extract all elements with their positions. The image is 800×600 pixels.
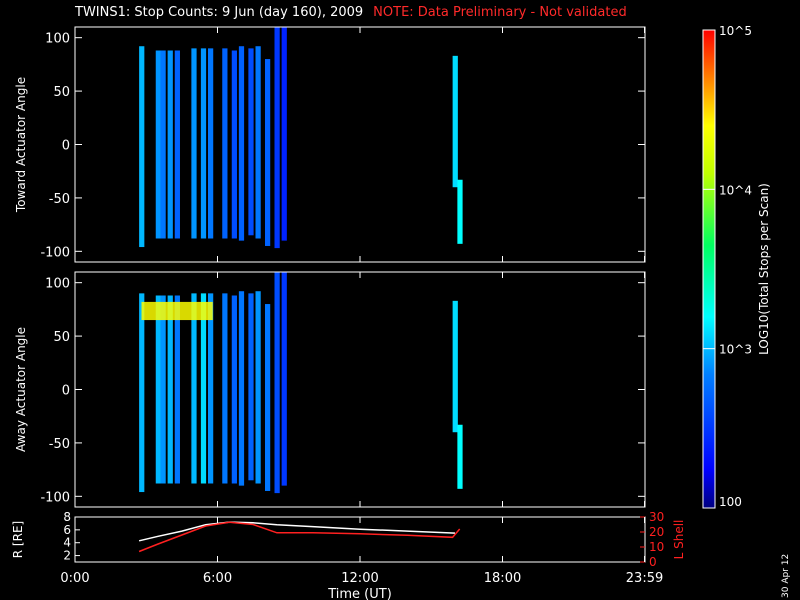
heatmap-scan-column bbox=[231, 295, 237, 484]
y2-tick-label: 20 bbox=[649, 525, 664, 539]
heatmap-scan-column bbox=[160, 50, 166, 239]
x-tick-label: 0:00 bbox=[60, 571, 89, 586]
y-tick-label: 100 bbox=[45, 32, 70, 47]
heatmap-scan-column bbox=[191, 293, 197, 484]
heatmap-scan-column bbox=[139, 293, 145, 493]
heatmap-scan-column bbox=[238, 291, 245, 486]
heatmap-scan-column bbox=[208, 293, 214, 484]
heatmap-scan-column bbox=[155, 295, 161, 484]
heatmap-scan-column bbox=[167, 295, 173, 484]
heatmap-scan-column bbox=[452, 55, 458, 188]
colorbar: 10^5 10^4 10^3 100 LOG10(Total Stops per Sca… bbox=[702, 24, 771, 509]
series-line bbox=[138, 521, 456, 542]
heatmap-scan-column bbox=[281, 27, 287, 241]
y-axis-label: Away Actuator Angle bbox=[14, 327, 28, 452]
preliminary-note: NOTE: Data Preliminary - Not validated bbox=[373, 5, 627, 20]
y-tick-label: 4 bbox=[63, 536, 71, 550]
heatmap-scan-column bbox=[139, 46, 145, 248]
heatmap-scan-column bbox=[160, 295, 166, 484]
colorbar-tick-label: 100 bbox=[719, 495, 742, 509]
panel-frame bbox=[74, 516, 646, 563]
heatmap-scan-column bbox=[457, 179, 463, 244]
heatmap-scan-column bbox=[452, 300, 458, 433]
y-axis-label: Toward Actuator Angle bbox=[14, 77, 28, 213]
x-tick-label: 18:00 bbox=[484, 571, 521, 586]
heatmap-scan-column bbox=[255, 46, 261, 239]
y2-tick-label: 30 bbox=[649, 510, 664, 524]
y2-axis-label: L Shell bbox=[672, 520, 686, 560]
x-tick-label: 12:00 bbox=[341, 571, 378, 586]
heatmap-scan-column bbox=[248, 48, 254, 236]
heatmap-scan-column bbox=[255, 291, 261, 484]
heatmap-scan-column bbox=[208, 48, 214, 239]
y-tick-label: 6 bbox=[63, 523, 71, 537]
colorbar-tick-label: 10^3 bbox=[719, 343, 752, 357]
heatmap-scan-column bbox=[155, 50, 161, 239]
heatmap-scan-column bbox=[222, 48, 228, 239]
series-line bbox=[138, 521, 461, 553]
y-tick-label: 50 bbox=[53, 330, 70, 345]
heatmap-scan-column bbox=[457, 424, 463, 489]
y-tick-label: 0 bbox=[62, 139, 70, 154]
heatmap-scan-column bbox=[174, 50, 180, 239]
y-tick-label: -100 bbox=[40, 490, 70, 505]
y-tick-label: 50 bbox=[53, 85, 70, 100]
heatmap-scan-column bbox=[231, 50, 237, 239]
heatmap-hot-band bbox=[141, 301, 213, 321]
y-tick-label: -50 bbox=[49, 437, 70, 452]
colorbar-gradient bbox=[702, 29, 716, 509]
x-tick-label: 6:00 bbox=[203, 571, 232, 586]
colorbar-tick-label: 10^5 bbox=[719, 24, 752, 38]
y-axis-label: R [RE] bbox=[11, 521, 25, 558]
heatmap-scan-column bbox=[200, 293, 207, 484]
y2-tick-label: 0 bbox=[649, 555, 657, 569]
colorbar-label: LOG10(Total Stops per Scan) bbox=[757, 183, 771, 355]
heatmap-scan-column bbox=[222, 293, 228, 484]
heatmap-scan-column bbox=[274, 272, 280, 494]
plot-title: TWINS1: Stop Counts: 9 Jun (day 160), 20… bbox=[75, 5, 627, 20]
x-tick-label: 23:59 bbox=[626, 571, 663, 586]
heatmap-scan-column bbox=[248, 293, 254, 481]
y-tick-label: 100 bbox=[45, 277, 70, 292]
y2-tick-label: 10 bbox=[649, 540, 664, 554]
colorbar-tick-label: 10^4 bbox=[719, 183, 752, 197]
y-tick-label: 8 bbox=[63, 510, 71, 524]
heatmap-scan-column bbox=[174, 295, 180, 484]
heatmap-scan-column bbox=[281, 272, 287, 486]
y-tick-label: 2 bbox=[63, 549, 71, 563]
heatmap-scan-column bbox=[238, 46, 245, 241]
x-axis-label: Time (UT) bbox=[327, 587, 392, 600]
heatmap-scan-column bbox=[265, 304, 271, 491]
y-tick-label: 0 bbox=[62, 384, 70, 399]
y-tick-label: -50 bbox=[49, 192, 70, 207]
heatmap-scan-column bbox=[274, 27, 280, 249]
title-text: TWINS1: Stop Counts: 9 Jun (day 160), 20… bbox=[75, 5, 364, 20]
heatmap-scan-column bbox=[200, 48, 207, 239]
heatmap-scan-column bbox=[167, 50, 173, 239]
heatmap-scan-column bbox=[265, 59, 271, 246]
heatmap-scan-column bbox=[191, 48, 197, 239]
y-tick-label: -100 bbox=[40, 245, 70, 260]
